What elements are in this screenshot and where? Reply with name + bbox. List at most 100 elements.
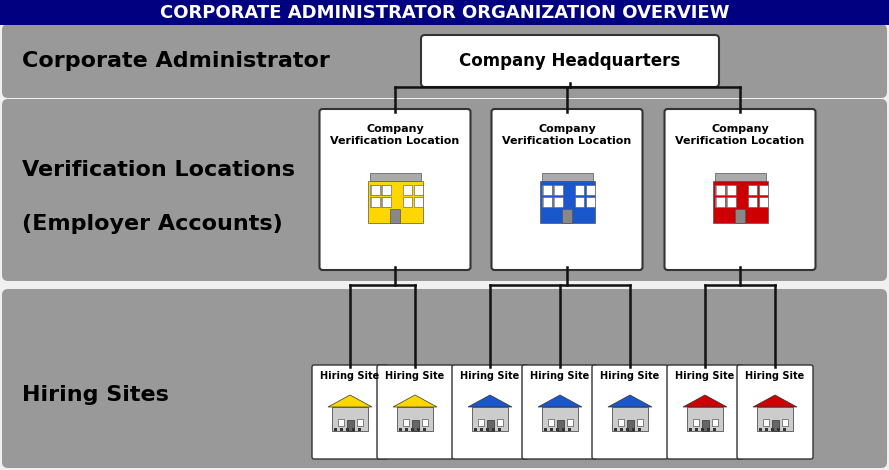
Bar bbox=[552, 185, 562, 195]
Bar bbox=[552, 197, 562, 207]
Text: Hiring Site: Hiring Site bbox=[600, 371, 660, 381]
Bar bbox=[352, 428, 355, 431]
Bar bbox=[725, 185, 734, 195]
Bar bbox=[726, 185, 735, 195]
Bar bbox=[575, 197, 584, 207]
Bar bbox=[618, 419, 623, 426]
Bar bbox=[0, 0, 889, 25]
Bar bbox=[390, 209, 400, 223]
Bar bbox=[480, 428, 483, 431]
Bar bbox=[414, 185, 423, 195]
Polygon shape bbox=[393, 395, 437, 407]
Bar bbox=[689, 428, 692, 431]
Bar bbox=[542, 407, 578, 431]
Bar bbox=[403, 419, 409, 426]
FancyBboxPatch shape bbox=[2, 99, 887, 281]
FancyBboxPatch shape bbox=[421, 35, 719, 87]
Bar bbox=[612, 407, 648, 431]
Bar bbox=[707, 428, 710, 431]
Bar bbox=[748, 185, 757, 195]
Polygon shape bbox=[608, 395, 652, 407]
Text: Verification Locations: Verification Locations bbox=[22, 160, 295, 180]
Text: Company
Verification Location: Company Verification Location bbox=[676, 124, 805, 146]
Bar bbox=[637, 419, 643, 426]
FancyBboxPatch shape bbox=[667, 365, 743, 459]
Bar bbox=[405, 428, 408, 431]
Bar bbox=[716, 185, 725, 195]
Bar bbox=[757, 407, 793, 431]
Bar bbox=[759, 197, 768, 207]
FancyBboxPatch shape bbox=[592, 365, 668, 459]
FancyBboxPatch shape bbox=[319, 109, 470, 270]
FancyBboxPatch shape bbox=[737, 365, 813, 459]
Bar bbox=[575, 185, 584, 195]
Text: Corporate Administrator: Corporate Administrator bbox=[22, 51, 330, 71]
Bar bbox=[777, 428, 780, 431]
Bar bbox=[568, 428, 571, 431]
Bar bbox=[496, 419, 502, 426]
Bar bbox=[474, 428, 477, 431]
Bar bbox=[340, 428, 343, 431]
Text: (Employer Accounts): (Employer Accounts) bbox=[22, 214, 283, 234]
Bar bbox=[334, 428, 337, 431]
Bar bbox=[381, 197, 390, 207]
Bar bbox=[541, 173, 592, 181]
Bar bbox=[540, 181, 595, 223]
Bar bbox=[713, 428, 716, 431]
Bar bbox=[381, 185, 390, 195]
Bar bbox=[638, 428, 641, 431]
Bar bbox=[687, 407, 723, 431]
Bar bbox=[614, 428, 617, 431]
Bar bbox=[771, 428, 774, 431]
Polygon shape bbox=[683, 395, 727, 407]
Bar bbox=[542, 197, 551, 207]
Bar bbox=[370, 185, 379, 195]
Bar bbox=[403, 197, 412, 207]
Bar bbox=[338, 419, 343, 426]
Bar bbox=[347, 420, 354, 431]
Bar bbox=[632, 428, 635, 431]
Polygon shape bbox=[753, 395, 797, 407]
Bar bbox=[693, 419, 699, 426]
Bar bbox=[399, 428, 402, 431]
Bar bbox=[370, 197, 379, 207]
Bar bbox=[411, 428, 414, 431]
Bar bbox=[781, 419, 788, 426]
Bar bbox=[414, 197, 423, 207]
Text: Company Headquarters: Company Headquarters bbox=[460, 52, 681, 70]
Polygon shape bbox=[468, 395, 512, 407]
Bar bbox=[765, 428, 768, 431]
Bar bbox=[735, 209, 745, 223]
FancyBboxPatch shape bbox=[312, 365, 388, 459]
Bar bbox=[556, 428, 559, 431]
FancyBboxPatch shape bbox=[664, 109, 815, 270]
Bar bbox=[759, 428, 762, 431]
Bar bbox=[541, 185, 550, 195]
Polygon shape bbox=[538, 395, 582, 407]
Bar bbox=[715, 185, 724, 195]
FancyBboxPatch shape bbox=[377, 365, 453, 459]
Bar bbox=[783, 428, 786, 431]
Bar bbox=[550, 428, 553, 431]
Bar bbox=[557, 420, 564, 431]
Bar bbox=[498, 428, 501, 431]
Bar bbox=[548, 419, 554, 426]
Bar bbox=[711, 419, 717, 426]
FancyBboxPatch shape bbox=[522, 365, 598, 459]
Bar bbox=[763, 419, 768, 426]
Bar bbox=[397, 407, 433, 431]
Bar bbox=[701, 428, 704, 431]
Bar bbox=[759, 185, 768, 195]
Bar bbox=[472, 407, 508, 431]
Bar bbox=[492, 428, 495, 431]
Bar bbox=[586, 185, 595, 195]
Bar bbox=[725, 197, 734, 207]
Text: Hiring Site: Hiring Site bbox=[385, 371, 444, 381]
Bar bbox=[562, 428, 565, 431]
Bar bbox=[486, 420, 493, 431]
Text: Hiring Site: Hiring Site bbox=[531, 371, 589, 381]
Bar bbox=[544, 428, 547, 431]
Bar bbox=[332, 407, 368, 431]
Bar bbox=[346, 428, 349, 431]
Bar bbox=[772, 420, 779, 431]
